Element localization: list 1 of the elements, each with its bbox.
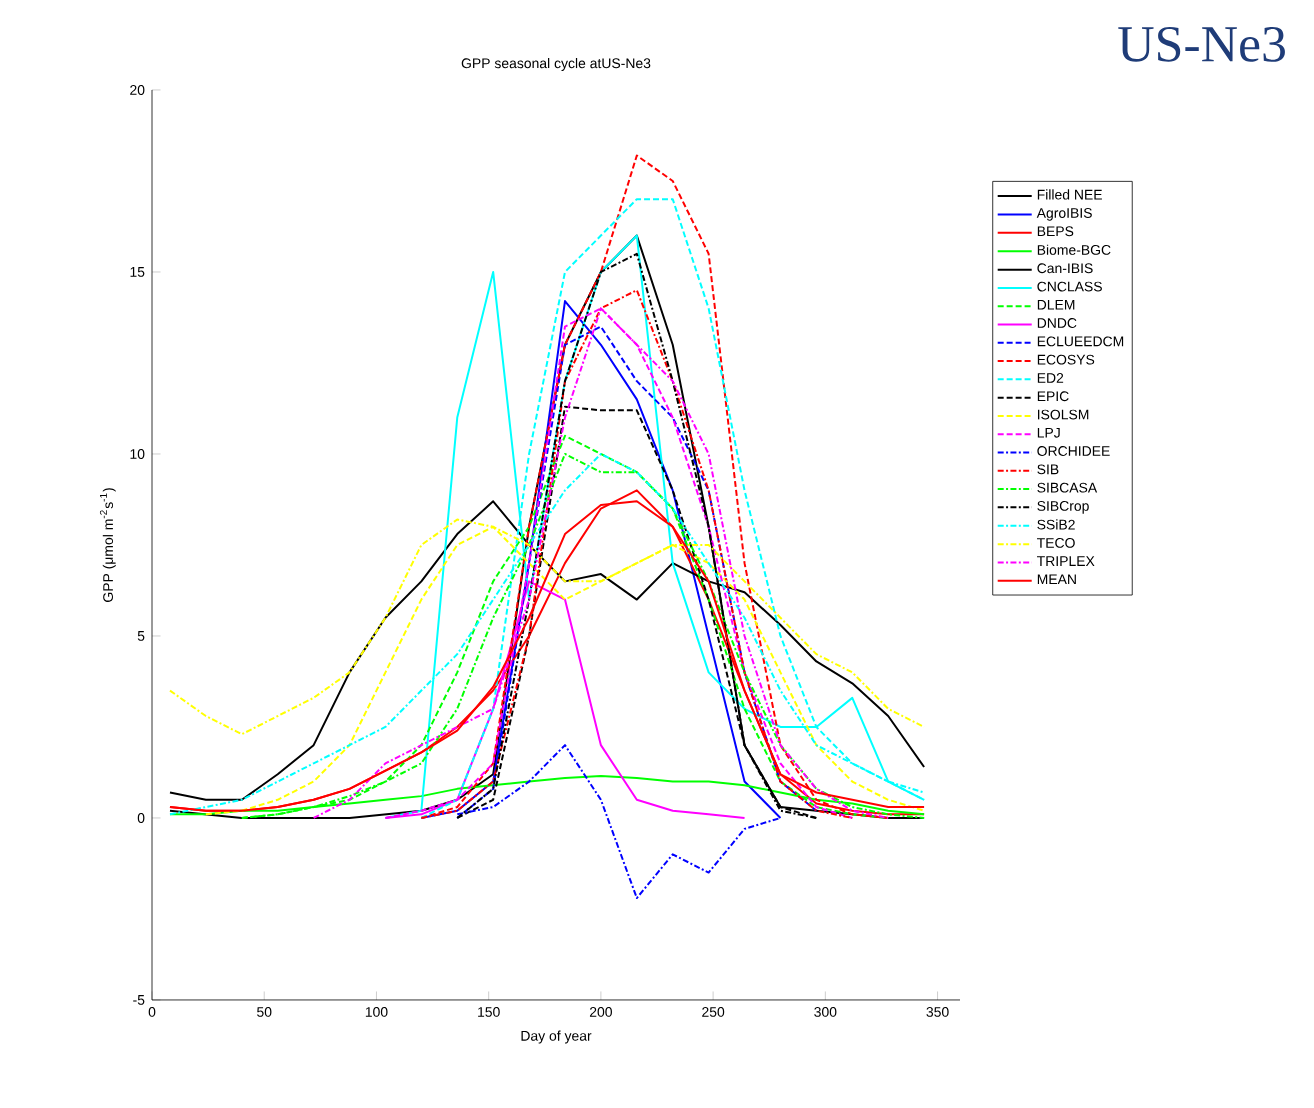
text: US-Ne3 — [1118, 27, 1285, 62]
